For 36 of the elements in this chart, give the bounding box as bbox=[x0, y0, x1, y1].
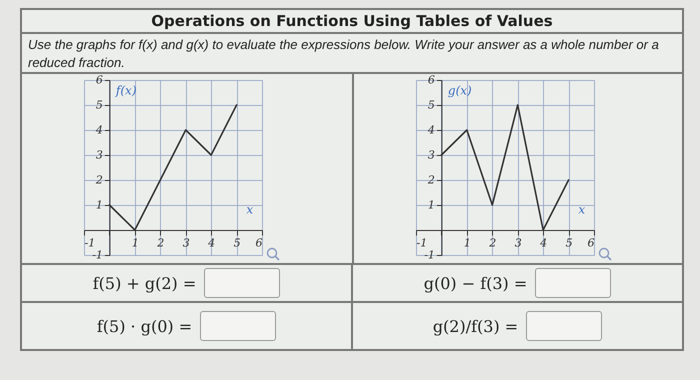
y-tick-label: 4 bbox=[94, 124, 103, 136]
text: Use the graphs for f(x) and g(x) to evaluate the expressions below. Write your answer as a whole number or a reduced fraction. bbox=[22, 34, 682, 74]
x-tick-label: 3 bbox=[514, 236, 522, 250]
text: Operations on Functions Using Tables of Values bbox=[22, 10, 682, 34]
y-tick-label: -1 bbox=[424, 248, 435, 262]
x-tick-label: 2 bbox=[156, 236, 164, 250]
x-tick-label: 1 bbox=[464, 236, 471, 250]
y-tick-label: 5 bbox=[428, 98, 435, 112]
x-axis-title: x bbox=[246, 202, 254, 216]
y-tick-label: 3 bbox=[96, 148, 103, 162]
x-tick-label: 1 bbox=[132, 236, 139, 250]
text: f(5) · g(0) = bbox=[96, 316, 192, 336]
y-tick-label: 3 bbox=[428, 148, 435, 162]
y-tick-label: 1 bbox=[96, 198, 103, 212]
x-tick-label: 5 bbox=[234, 236, 241, 250]
x-tick-label: 5 bbox=[566, 236, 573, 250]
text: g(2)/f(3) = bbox=[432, 316, 518, 336]
y-tick-label: 1 bbox=[428, 198, 435, 212]
y-tick-label: 6 bbox=[428, 74, 435, 86]
text: f(5) + g(2) = bbox=[92, 274, 196, 292]
x-tick-label: 3 bbox=[182, 236, 190, 250]
y-tick-label: -1 bbox=[92, 248, 103, 262]
y-axis-title: g(x) bbox=[448, 84, 472, 98]
y-tick-label: 2 bbox=[426, 174, 435, 186]
x-axis-title: x bbox=[578, 202, 586, 216]
y-tick-label: 5 bbox=[96, 98, 103, 112]
x-tick-label: 2 bbox=[488, 236, 496, 250]
y-axis-title: f(x) bbox=[114, 84, 137, 98]
text: g(0) − f(3) = bbox=[424, 274, 528, 292]
x-tick-label: 4 bbox=[207, 236, 216, 250]
x-tick-label: 6 bbox=[256, 236, 262, 250]
y-tick-label: 2 bbox=[94, 174, 103, 186]
x-tick-label: 4 bbox=[539, 236, 548, 250]
y-tick-label: 6 bbox=[96, 74, 103, 86]
y-tick-label: 4 bbox=[426, 124, 435, 136]
x-tick-label: 6 bbox=[588, 236, 594, 250]
